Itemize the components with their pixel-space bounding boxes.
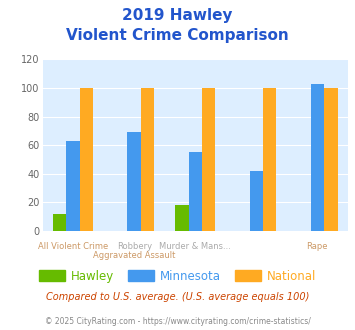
Bar <box>175 205 189 231</box>
Bar <box>189 152 202 231</box>
Bar <box>80 88 93 231</box>
Bar <box>324 88 338 231</box>
Bar <box>127 132 141 231</box>
Text: Aggravated Assault: Aggravated Assault <box>93 251 175 260</box>
Text: 2019 Hawley: 2019 Hawley <box>122 8 233 23</box>
Text: Violent Crime Comparison: Violent Crime Comparison <box>66 28 289 43</box>
Bar <box>66 141 80 231</box>
Text: Compared to U.S. average. (U.S. average equals 100): Compared to U.S. average. (U.S. average … <box>46 292 309 302</box>
Text: © 2025 CityRating.com - https://www.cityrating.com/crime-statistics/: © 2025 CityRating.com - https://www.city… <box>45 317 310 326</box>
Text: Rape: Rape <box>307 243 328 251</box>
Bar <box>311 84 324 231</box>
Bar <box>202 88 215 231</box>
Bar <box>263 88 277 231</box>
Bar <box>250 171 263 231</box>
Bar <box>141 88 154 231</box>
Text: All Violent Crime: All Violent Crime <box>38 243 108 251</box>
Legend: Hawley, Minnesota, National: Hawley, Minnesota, National <box>34 265 321 287</box>
Text: Robbery: Robbery <box>117 243 152 251</box>
Bar <box>53 214 66 231</box>
Text: Murder & Mans...: Murder & Mans... <box>159 243 231 251</box>
